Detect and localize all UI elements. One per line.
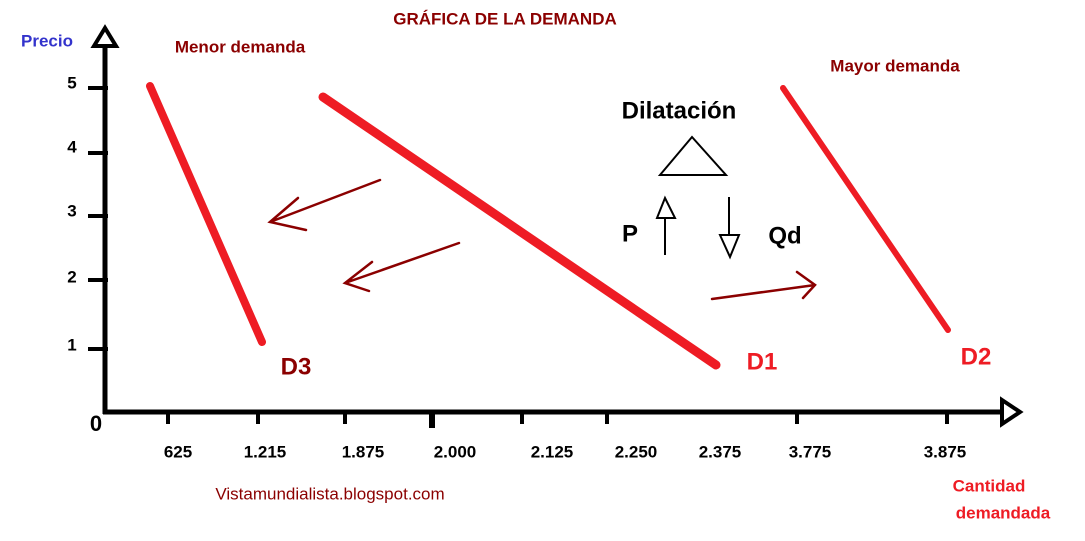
arrow-up bbox=[655, 195, 677, 255]
curve-d3 bbox=[146, 82, 266, 346]
y-arrow bbox=[90, 24, 120, 48]
y-axis-label: Precio bbox=[21, 31, 73, 50]
x-tick-label: 2.000 bbox=[434, 442, 477, 461]
x-tick-label: 625 bbox=[164, 442, 192, 461]
x-tick-label: 2.125 bbox=[531, 442, 574, 461]
y-tick-label: 4 bbox=[67, 137, 77, 156]
arrow-down bbox=[718, 197, 741, 260]
delta-symbol bbox=[657, 135, 729, 176]
x-tick-label: 3.775 bbox=[789, 442, 832, 461]
y-tick-label: 1 bbox=[67, 335, 76, 354]
y-tick-label: 5 bbox=[67, 73, 76, 92]
origin-label: 0 bbox=[90, 411, 102, 436]
y-tick-labels: 5 4 3 2 1 0 bbox=[67, 73, 102, 435]
curve-label: D1 bbox=[747, 348, 778, 375]
x-axis-label: Cantidad bbox=[953, 476, 1026, 495]
y-ticks bbox=[88, 86, 108, 351]
annotation: Menor demanda bbox=[175, 37, 306, 56]
annotation: P bbox=[622, 220, 638, 247]
shift-arrow bbox=[710, 270, 817, 301]
x-ticks bbox=[166, 412, 949, 428]
x-axis-label: demandada bbox=[956, 503, 1051, 522]
annotation: Qd bbox=[768, 222, 801, 249]
title: GRÁFICA DE LA DEMANDA bbox=[393, 9, 617, 28]
y-tick-label: 3 bbox=[67, 201, 76, 220]
curve-d1 bbox=[318, 92, 721, 370]
x-tick-label: 1.215 bbox=[244, 442, 287, 461]
x-tick-label: 2.250 bbox=[615, 442, 658, 461]
curve-label: D3 bbox=[281, 353, 312, 380]
y-tick-label: 2 bbox=[67, 267, 76, 286]
source: Vistamundialista.blogspot.com bbox=[215, 484, 444, 503]
curve-label: D2 bbox=[961, 343, 992, 370]
x-tick-label: 1.875 bbox=[342, 442, 385, 461]
x-tick-label: 3.875 bbox=[924, 442, 967, 461]
dilation-arrows bbox=[655, 195, 741, 260]
x-tick-label: 2.375 bbox=[699, 442, 742, 461]
shift-arrow bbox=[342, 241, 461, 293]
shift-arrow bbox=[267, 178, 382, 232]
annotation: Mayor demanda bbox=[830, 56, 960, 75]
curve-d2 bbox=[780, 85, 951, 333]
shift-arrows bbox=[267, 178, 817, 301]
demand-curves bbox=[146, 82, 951, 370]
x-arrow bbox=[1000, 396, 1024, 428]
annotation: Dilatación bbox=[622, 97, 737, 124]
x-tick-labels: 625 1.215 1.875 2.000 2.125 2.250 2.375 … bbox=[164, 442, 966, 461]
axes bbox=[90, 24, 1024, 428]
